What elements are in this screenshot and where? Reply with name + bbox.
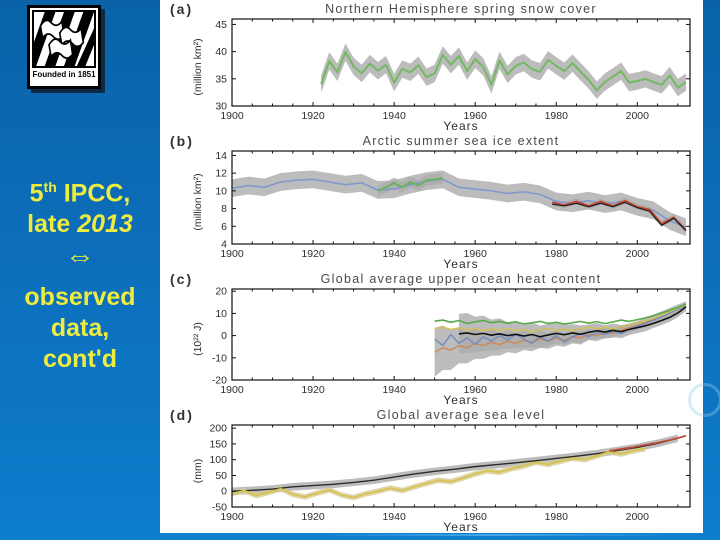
snow-cover-plot: 1900 1920 1940 1960 1980 2000 30 35 40 45 Years <box>215 18 691 132</box>
chart-title-sea-ice: Arctic summer sea ice extent <box>362 134 560 148</box>
svg-text:Years: Years <box>443 119 478 132</box>
chart-ocean-heat: (c) Global average upper ocean heat cont… <box>160 270 703 406</box>
svg-text:0: 0 <box>221 486 227 498</box>
svg-text:1920: 1920 <box>301 248 325 260</box>
svg-text:45: 45 <box>215 19 227 31</box>
bottom-edge-highlight <box>300 534 690 536</box>
svg-text:10: 10 <box>215 308 227 320</box>
chart-title-ocean-heat: Global average upper ocean heat content <box>320 272 602 286</box>
panel-label-a: (a) <box>170 1 194 17</box>
svg-text:200: 200 <box>209 423 227 435</box>
headline-line-4: data, <box>50 314 110 343</box>
svg-text:1980: 1980 <box>545 110 569 122</box>
svg-text:-20: -20 <box>212 375 227 387</box>
panel-label-b: (b) <box>170 133 194 149</box>
chart-title-snow-cover: Northern Hemisphere spring snow cover <box>325 2 597 16</box>
svg-text:10: 10 <box>215 185 227 197</box>
svg-text:1940: 1940 <box>382 384 406 396</box>
svg-text:2000: 2000 <box>626 110 650 122</box>
svg-text:150: 150 <box>209 438 227 450</box>
sea-ice-plot: 1900 1920 1940 1960 1980 2000 4 6 8 10 12 14 Years <box>215 150 691 270</box>
svg-text:6: 6 <box>221 221 227 233</box>
svg-text:40: 40 <box>215 46 227 58</box>
svg-text:2000: 2000 <box>626 248 650 260</box>
svg-text:Years: Years <box>443 393 478 406</box>
svg-text:1920: 1920 <box>301 511 325 523</box>
panel-label-d: (d) <box>170 407 194 423</box>
ocean-heat-plot: 1900 1920 1940 1960 1980 2000 -20 -10 0 10 20 Years <box>212 286 691 406</box>
figure-panel: (a) Northern Hemisphere spring snow cove… <box>160 0 703 533</box>
svg-text:12: 12 <box>215 168 227 180</box>
svg-text:1940: 1940 <box>382 248 406 260</box>
svg-text:14: 14 <box>215 150 227 162</box>
logo-caption: Founded in 1851 <box>32 70 96 79</box>
svg-text:35: 35 <box>215 73 227 85</box>
svg-text:0: 0 <box>221 330 227 342</box>
svg-text:Years: Years <box>443 520 478 533</box>
chart-sea-level: (d) Global average sea level (mm) 1900 19… <box>160 406 703 533</box>
chart-title-sea-level: Global average sea level <box>376 408 546 422</box>
svg-text:-50: -50 <box>212 502 227 514</box>
svg-text:1980: 1980 <box>545 511 569 523</box>
headline-line-2: late 2013 <box>27 210 133 239</box>
svg-text:8: 8 <box>221 203 227 215</box>
svg-text:20: 20 <box>215 286 227 298</box>
slide-headline: 5th IPCC, late 2013 ⇔ observed data, con… <box>0 172 160 375</box>
svg-text:Years: Years <box>443 257 478 270</box>
svg-text:2000: 2000 <box>626 511 650 523</box>
svg-text:30: 30 <box>215 101 227 113</box>
logo-pattern-icon <box>34 12 94 66</box>
svg-text:4: 4 <box>221 239 227 251</box>
chart-sea-ice: (b) Arctic summer sea ice extent (millio… <box>160 132 703 270</box>
headline-line-3: observed <box>24 283 136 312</box>
panel-label-c: (c) <box>170 271 194 287</box>
svg-text:100: 100 <box>209 454 227 466</box>
svg-text:1920: 1920 <box>301 384 325 396</box>
headline-line-5: cont'd <box>43 345 117 374</box>
svg-text:1980: 1980 <box>545 384 569 396</box>
svg-text:1960: 1960 <box>464 248 488 260</box>
svg-text:50: 50 <box>215 470 227 482</box>
svg-text:1960: 1960 <box>464 384 488 396</box>
society-logo: Founded in 1851 <box>27 5 101 89</box>
svg-text:1900: 1900 <box>220 384 244 396</box>
svg-text:2000: 2000 <box>626 384 650 396</box>
svg-text:1900: 1900 <box>220 110 244 122</box>
headline-line-1: 5th IPCC, <box>29 179 131 208</box>
circle-watermark <box>688 383 720 417</box>
chart-snow-cover: (a) Northern Hemisphere spring snow cove… <box>160 0 703 132</box>
svg-text:1900: 1900 <box>220 511 244 523</box>
sea-level-plot: 1900 1920 1940 1960 1980 2000 -50 0 50 100 150 200 Y… <box>209 423 691 533</box>
double-arrow-icon: ⇔ <box>65 240 95 274</box>
svg-text:1940: 1940 <box>382 110 406 122</box>
svg-text:1940: 1940 <box>382 511 406 523</box>
svg-text:-10: -10 <box>212 352 227 364</box>
svg-text:1960: 1960 <box>464 110 488 122</box>
svg-text:1920: 1920 <box>301 110 325 122</box>
svg-text:1960: 1960 <box>464 511 488 523</box>
society-logo-art <box>32 10 96 68</box>
svg-text:1900: 1900 <box>220 248 244 260</box>
svg-text:1980: 1980 <box>545 248 569 260</box>
